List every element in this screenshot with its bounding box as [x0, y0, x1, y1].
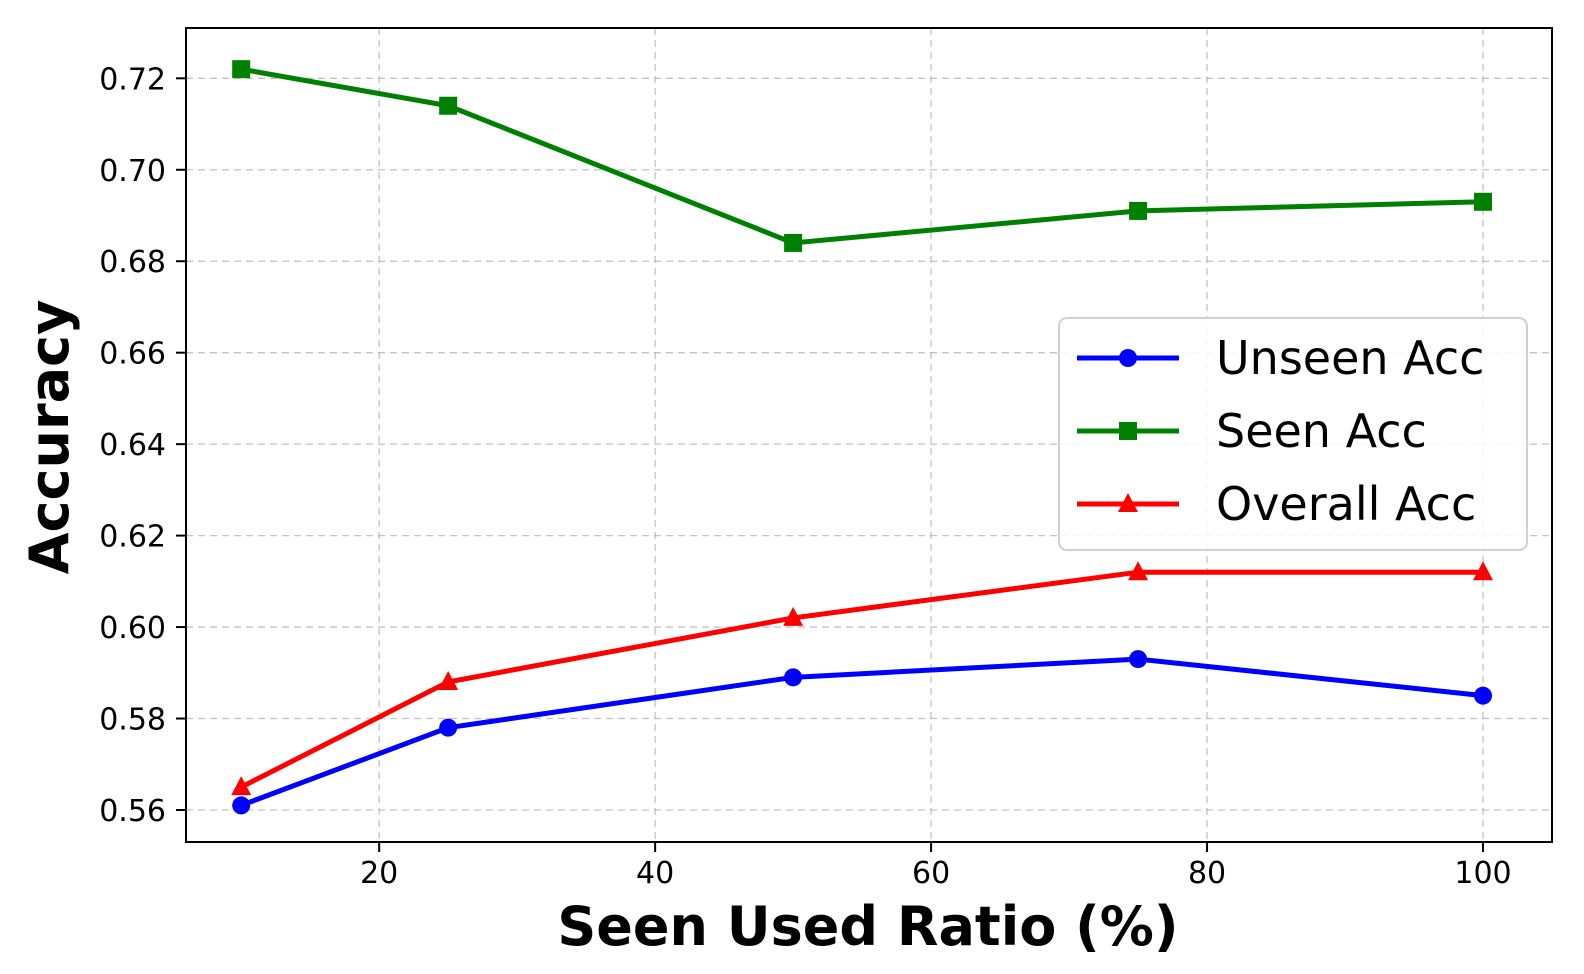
y-tick-label-7: 0.70 [99, 154, 166, 189]
data-point [1474, 686, 1493, 705]
y-tick-label-4: 0.64 [99, 428, 166, 463]
legend: Unseen Acc Seen Acc Overall Acc [1058, 317, 1528, 551]
legend-box [1058, 317, 1528, 551]
series-line [238, 656, 1486, 808]
data-point [1473, 561, 1494, 581]
series-seen-acc [232, 60, 1493, 252]
legend-marker [1118, 493, 1138, 512]
x-tick-label-40: 40 [636, 856, 674, 891]
data-point [438, 670, 459, 690]
legend-label: Unseen Acc [1216, 331, 1484, 385]
data-point [232, 796, 251, 815]
data-point [784, 233, 803, 252]
legend-item-seen-acc: Seen Acc [1077, 404, 1427, 458]
series-line [238, 66, 1486, 246]
x-tick-label-20: 20 [360, 856, 398, 891]
legend-marker [1119, 349, 1137, 367]
grid [186, 28, 1552, 842]
data-point [231, 776, 252, 796]
y-tick-label-3: 0.62 [99, 520, 166, 555]
data-point [783, 606, 804, 626]
legend-label: Seen Acc [1216, 404, 1427, 458]
series-unseen-acc [232, 650, 1493, 815]
data-point [1129, 201, 1148, 220]
x-tick-label-60: 60 [912, 856, 950, 891]
legend-item-unseen-acc: Unseen Acc [1077, 331, 1484, 385]
y-tick-label-2: 0.60 [99, 611, 166, 646]
legend-item-overall-acc: Overall Acc [1077, 477, 1476, 531]
data-point [439, 96, 458, 115]
plot-frame [185, 27, 1553, 843]
x-axis-ticks: 20 40 60 80 100 [360, 842, 1512, 891]
data-point [439, 718, 458, 737]
y-axis-ticks: 0.56 0.58 0.60 0.62 0.64 0.66 0.68 0.70 0.72 [99, 62, 186, 829]
y-tick-label-1: 0.58 [99, 703, 166, 738]
x-tick-label-100: 100 [1454, 856, 1511, 891]
x-tick-label-80: 80 [1188, 856, 1226, 891]
y-axis-title: Accuracy [18, 300, 81, 575]
series-line [238, 569, 1486, 790]
y-tick-label-6: 0.68 [99, 245, 166, 280]
data-point [1128, 561, 1149, 581]
legend-label: Overall Acc [1216, 477, 1476, 531]
legend-marker [1119, 422, 1137, 440]
series-layer [231, 60, 1494, 815]
series-overall-acc [231, 561, 1494, 796]
y-tick-label-0: 0.56 [99, 794, 166, 829]
y-tick-label-5: 0.66 [99, 337, 166, 372]
data-point [1474, 192, 1493, 211]
y-tick-label-8: 0.72 [99, 62, 166, 97]
x-axis-title: Seen Used Ratio (%) [557, 895, 1178, 958]
data-point [784, 668, 803, 687]
data-point [1129, 650, 1148, 669]
data-point [232, 60, 251, 79]
